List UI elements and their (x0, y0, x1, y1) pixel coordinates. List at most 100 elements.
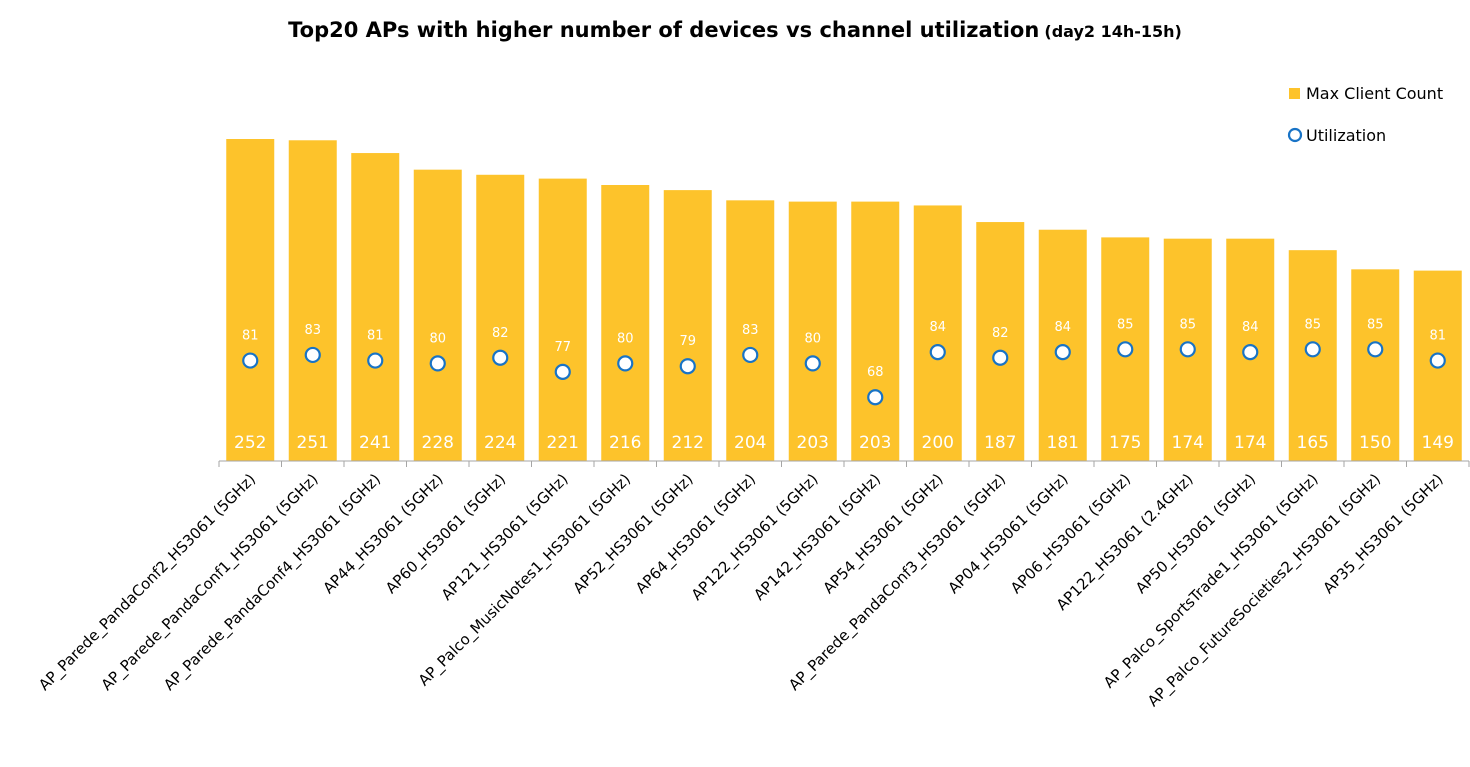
utilization-data-label: 83 (304, 323, 321, 338)
x-axis-category-label: AP_Palco_SportsTrade1_HS3061 (5GHz) (1100, 470, 1322, 692)
bar-data-label: 204 (734, 433, 766, 453)
utilization-data-label: 80 (804, 331, 821, 346)
utilization-point (429, 355, 446, 372)
utilization-data-label: 85 (1367, 317, 1384, 332)
utilization-point (617, 355, 634, 372)
utilization-data-label: 81 (242, 329, 259, 344)
bar-max-client-count (1351, 269, 1400, 461)
utilization-point (1429, 352, 1446, 369)
bar-max-client-count (288, 140, 337, 461)
utilization-point (804, 355, 821, 372)
bar-data-label: 181 (1047, 433, 1079, 453)
utilization-point (367, 352, 384, 369)
utilization-data-label: 84 (929, 320, 946, 335)
utilization-data-label: 77 (554, 340, 571, 355)
utilization-point (679, 358, 696, 375)
utilization-point (992, 349, 1009, 366)
bar-data-label: 165 (1297, 433, 1329, 453)
x-axis-category-label: AP_Parede_PandaConf4_HS3061 (5GHz) (160, 470, 385, 695)
bar-max-client-count (476, 174, 525, 461)
utilization-data-label: 68 (867, 365, 884, 380)
bar-max-client-count (851, 201, 900, 461)
bar-max-client-count (663, 190, 712, 461)
bar-max-client-count (351, 153, 400, 462)
utilization-point (492, 349, 509, 366)
chart-title-main: Top20 APs with higher number of devices … (288, 18, 1040, 42)
utilization-point (1117, 341, 1134, 358)
bar-data-label: 251 (297, 433, 329, 453)
x-axis-category-label: AP_Parede_PandaConf1_HS3061 (5GHz) (98, 470, 323, 695)
x-axis-category-label: AP64_HS3061 (5GHz) (632, 470, 760, 598)
x-axis-category-label: AP121_HS3061 (5GHz) (438, 470, 573, 605)
utilization-data-label: 79 (679, 334, 696, 349)
utilization-point (242, 352, 259, 369)
bar-data-label: 216 (609, 433, 641, 453)
utilization-data-label: 81 (1429, 329, 1446, 344)
x-axis-category-label: AP_Palco_FutureSocieties2_HS3061 (5GHz) (1144, 470, 1385, 711)
utilization-point (742, 346, 759, 364)
x-axis-category-label: AP06_HS3061 (5GHz) (1007, 470, 1135, 598)
utilization-point (1304, 341, 1321, 358)
utilization-point (1367, 341, 1384, 358)
x-axis-category-label: AP54_HS3061 (5GHz) (820, 470, 948, 598)
x-axis-category-label: AP142_HS3061 (5GHz) (750, 470, 885, 605)
utilization-point (1242, 344, 1259, 361)
bar-max-client-count (913, 205, 962, 461)
bar-max-client-count (726, 200, 775, 462)
bar-data-label: 187 (984, 433, 1016, 453)
x-axis-category-label: AP35_HS3061 (5GHz) (1320, 470, 1448, 598)
x-axis-category-label: AP122_HS3061 (5GHz) (688, 470, 823, 605)
utilization-data-label: 81 (367, 329, 384, 344)
utilization-data-label: 82 (492, 326, 509, 341)
utilization-data-label: 80 (617, 331, 634, 346)
legend-max-client-count-label: Max Client Count (1306, 84, 1443, 103)
chart-title: Top20 APs with higher number of devices … (0, 18, 1470, 42)
utilization-point (1054, 344, 1071, 361)
bar-data-label: 175 (1109, 433, 1141, 453)
bar-max-client-count (538, 178, 587, 461)
bar-data-label: 212 (672, 433, 704, 453)
utilization-point (554, 363, 571, 380)
bar-data-label: 174 (1234, 433, 1266, 453)
bar-data-label: 149 (1422, 433, 1454, 453)
chart-subtitle: (day2 14h-15h) (1044, 22, 1182, 41)
utilization-data-label: 85 (1179, 317, 1196, 332)
bar-max-client-count (976, 222, 1025, 461)
x-axis-category-label: AP60_HS3061 (5GHz) (382, 470, 510, 598)
bar-data-label: 203 (859, 433, 891, 453)
bar-data-label: 224 (484, 433, 516, 453)
bar-data-label: 203 (797, 433, 829, 453)
bar-data-label: 228 (422, 433, 454, 453)
bar-max-client-count (601, 185, 650, 461)
utilization-point (929, 344, 946, 361)
utilization-data-label: 84 (1242, 320, 1259, 335)
utilization-data-label: 85 (1117, 317, 1134, 332)
bar-max-client-count (226, 139, 275, 461)
x-axis-category-label: AP50_HS3061 (5GHz) (1132, 470, 1260, 598)
utilization-data-label: 80 (429, 331, 446, 346)
bar-data-label: 221 (547, 433, 579, 453)
bar-data-label: 150 (1359, 433, 1391, 453)
utilization-data-label: 85 (1304, 317, 1321, 332)
x-axis-category-label: AP_Parede_PandaConf3_HS3061 (5GHz) (785, 470, 1010, 695)
bar-data-label: 174 (1172, 433, 1204, 453)
utilization-data-label: 84 (1054, 320, 1071, 335)
bar-data-label: 200 (922, 433, 954, 453)
legend-utilization-swatch (1287, 127, 1303, 143)
x-axis-category-label: AP_Parede_PandaConf2_HS3061 (5GHz) (35, 470, 260, 695)
x-axis-category-label: AP04_HS3061 (5GHz) (945, 470, 1073, 598)
x-axis-category-label: AP44_HS3061 (5GHz) (320, 470, 448, 598)
utilization-data-label: 82 (992, 326, 1009, 341)
utilization-data-label: 83 (742, 323, 759, 338)
bar-max-client-count (788, 201, 837, 461)
bar-max-client-count (413, 169, 462, 461)
bar-data-label: 252 (234, 433, 266, 453)
bar-data-label: 241 (359, 433, 391, 453)
legend-utilization-label: Utilization (1306, 126, 1386, 145)
legend-max-client-count-swatch (1289, 88, 1300, 99)
utilization-point (304, 346, 321, 364)
x-axis-category-label: AP52_HS3061 (5GHz) (570, 470, 698, 598)
utilization-point (1179, 341, 1196, 358)
utilization-point (867, 389, 884, 406)
